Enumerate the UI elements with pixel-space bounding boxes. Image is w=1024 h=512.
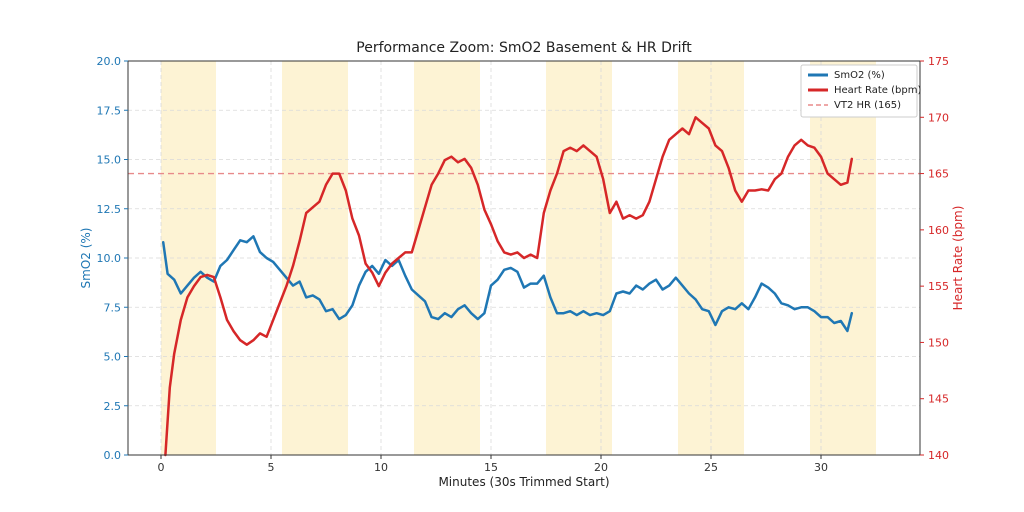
y-left-tick-label-3: 7.5 [104, 301, 122, 314]
y-left-tick-label-7: 17.5 [97, 104, 122, 117]
y-left-axis-label: SmO2 (%) [79, 228, 93, 289]
x-axis-label: Minutes (30s Trimmed Start) [438, 475, 609, 489]
y-left-tick-label-0: 0.0 [104, 449, 122, 462]
hr-series-line [164, 116, 854, 457]
legend-label-vt2: VT2 HR (165) [834, 100, 901, 111]
y-left-tick-label-5: 12.5 [97, 203, 122, 216]
y-left-tick-label-8: 20.0 [97, 55, 122, 68]
y-right-axis-label: Heart Rate (bpm) [951, 206, 965, 311]
legend: SmO2 (%) Heart Rate (bpm) VT2 HR (165) [800, 64, 921, 118]
x-axis-ticks: 0 5 10 15 20 25 30 [158, 455, 828, 474]
y-right-tick-label-4: 160 [928, 224, 949, 237]
smo2-series-line [161, 235, 854, 333]
y-right-tick-label-6: 170 [928, 111, 949, 124]
y-right-tick-label-1: 145 [928, 393, 949, 406]
chart-title: Performance Zoom: SmO2 Basement & HR Dri… [356, 40, 692, 56]
legend-box [800, 64, 918, 118]
x-tick-label-5: 25 [704, 461, 718, 474]
y-left-tick-label-1: 2.5 [104, 400, 122, 413]
y-left-tick-label-4: 10.0 [97, 252, 122, 265]
y-right-tick-label-3: 155 [928, 280, 949, 293]
y-right-tick-label-0: 140 [928, 449, 949, 462]
y-right-tick-label-7: 175 [928, 55, 949, 68]
series-layer [161, 116, 854, 457]
x-tick-label-3: 15 [484, 461, 498, 474]
x-tick-label-4: 20 [594, 461, 608, 474]
y-right-tick-label-5: 165 [928, 168, 949, 181]
y-left-tick-label-6: 15.0 [97, 154, 122, 167]
x-tick-label-2: 10 [374, 461, 388, 474]
x-tick-label-0: 0 [158, 461, 165, 474]
y-left-axis-ticks: 0.0 2.5 5.0 7.5 10.0 12.5 15.0 17.5 20.0 [97, 55, 128, 462]
y-right-axis-ticks: 140 145 150 155 160 165 170 175 [920, 55, 949, 462]
y-left-tick-label-2: 5.0 [104, 351, 122, 364]
legend-label-hr: Heart Rate (bpm) [834, 85, 921, 96]
y-right-tick-label-2: 150 [928, 336, 949, 349]
x-tick-label-6: 30 [814, 461, 828, 474]
x-tick-label-1: 5 [268, 461, 275, 474]
legend-label-smo2: SmO2 (%) [834, 70, 885, 81]
